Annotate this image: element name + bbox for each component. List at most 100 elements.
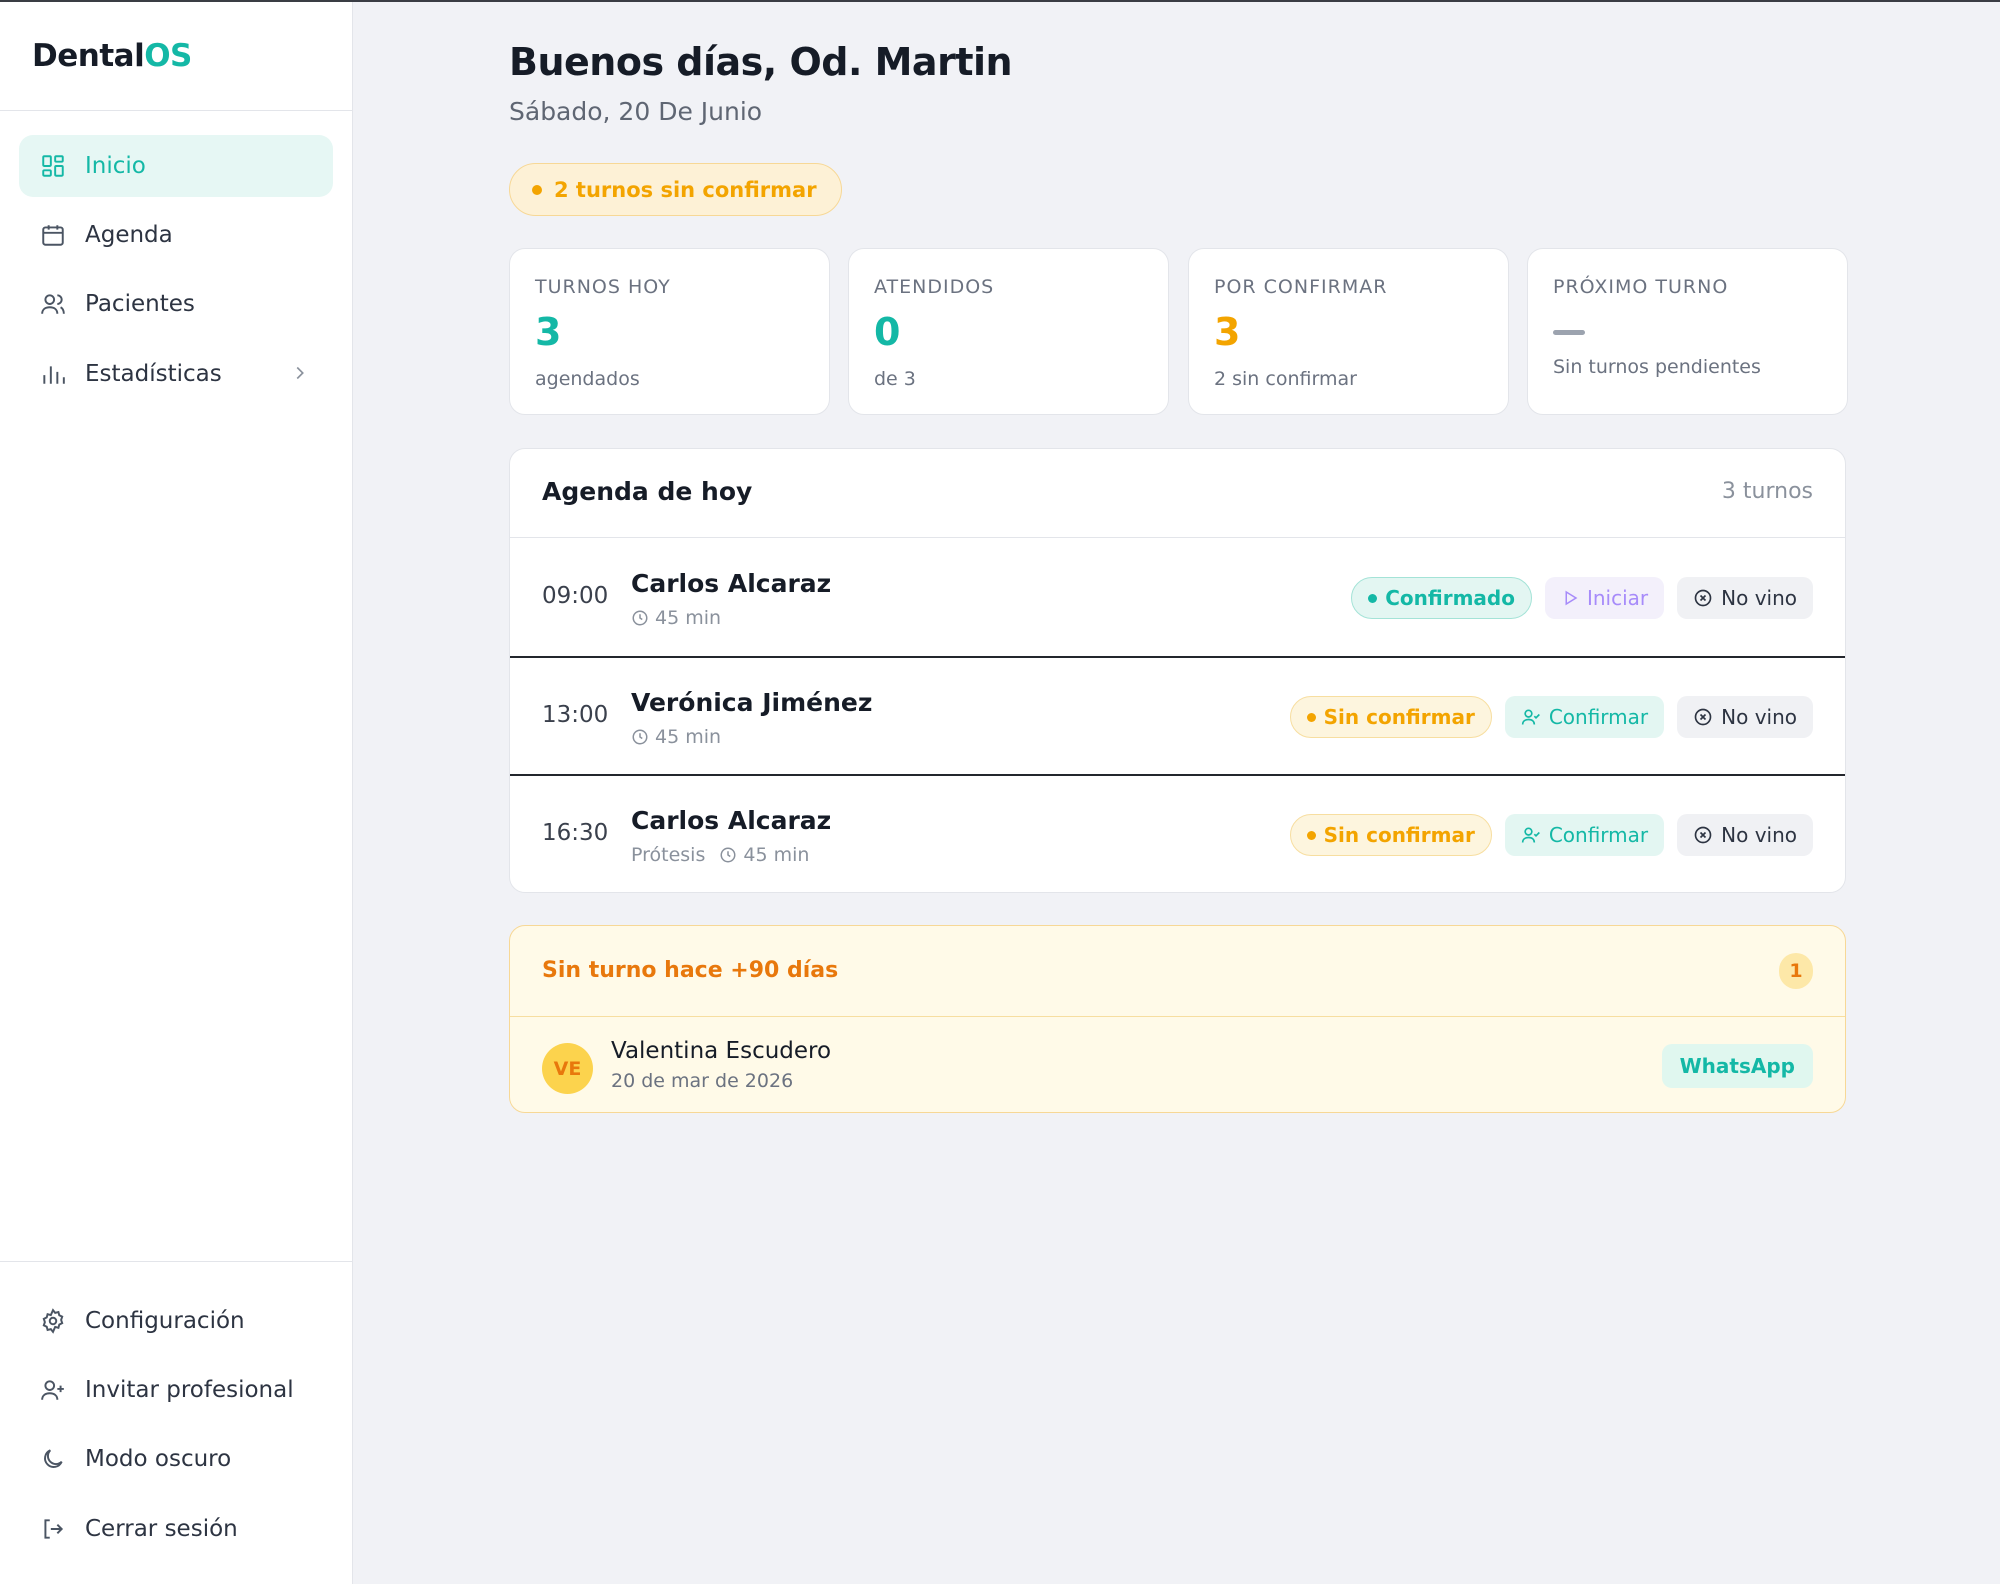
x-circle-icon (1694, 826, 1712, 844)
patient-name[interactable]: Valentina Escudero (611, 1038, 832, 1064)
appointment-time: 16:30 (542, 820, 609, 846)
agenda-count: 3 turnos (1721, 479, 1813, 504)
inactive-count-badge: 1 (1779, 953, 1813, 989)
appointment-actions: Sin confirmar Confirmar No vino (1289, 814, 1813, 856)
whatsapp-button[interactable]: WhatsApp (1661, 1044, 1813, 1088)
agenda-card: Agenda de hoy 3 turnos 09:00 Carlos Alca… (509, 448, 1846, 893)
inactive-patients-header: Sin turno hace +90 días 1 (510, 926, 1845, 1017)
stat-card-turnos-hoy: TURNOS HOY 3 agendados (509, 248, 830, 415)
sidebar-item-configuracion[interactable]: Configuración (19, 1290, 333, 1352)
chevron-right-icon (289, 362, 313, 386)
sidebar-item-estadisticas[interactable]: Estadísticas (19, 343, 333, 405)
sidebar-item-label: Invitar profesional (85, 1377, 294, 1403)
appointment-row[interactable]: 16:30 Carlos Alcaraz Prótesis 45 min Sin… (510, 774, 1845, 892)
sidebar-item-label: Configuración (85, 1308, 245, 1334)
sidebar-divider (0, 110, 353, 111)
appointment-row[interactable]: 13:00 Verónica Jiménez 45 min Sin confir… (510, 656, 1845, 774)
current-date: Sábado, 20 De Junio (509, 97, 763, 126)
gear-icon (39, 1307, 67, 1335)
status-badge: Sin confirmar (1289, 814, 1492, 856)
clock-icon (632, 729, 648, 745)
play-icon (1565, 590, 1578, 606)
stat-value: 3 (535, 310, 562, 354)
no-show-button[interactable]: No vino (1677, 696, 1813, 738)
status-dot (1306, 831, 1316, 840)
sidebar-item-label: Inicio (85, 153, 146, 179)
status-dot (1306, 713, 1316, 722)
stat-label: ATENDIDOS (874, 276, 995, 298)
stat-value: 3 (1214, 310, 1241, 354)
stat-label: POR CONFIRMAR (1214, 276, 1388, 298)
stat-value-empty-dash (1553, 330, 1585, 335)
inactive-patients-card: Sin turno hace +90 días 1 VE Valentina E… (509, 925, 1846, 1113)
calendar-icon (39, 221, 67, 249)
start-button[interactable]: Iniciar (1544, 577, 1665, 619)
x-circle-icon (1694, 589, 1712, 607)
agenda-title: Agenda de hoy (542, 477, 753, 506)
sidebar-item-invitar[interactable]: Invitar profesional (19, 1359, 333, 1421)
stat-subtext: agendados (535, 368, 640, 390)
sidebar-item-agenda[interactable]: Agenda (19, 204, 333, 266)
stat-value: 0 (874, 310, 901, 354)
logout-icon (39, 1515, 67, 1543)
confirm-button[interactable]: Confirmar (1504, 696, 1665, 738)
sidebar-item-label: Agenda (85, 222, 173, 248)
appointment-row[interactable]: 09:00 Carlos Alcaraz 45 min Confirmado I… (510, 539, 1845, 657)
stat-label: TURNOS HOY (535, 276, 671, 298)
inactive-patients-title: Sin turno hace +90 días (542, 958, 839, 983)
stat-card-proximo-turno: PRÓXIMO TURNO Sin turnos pendientes (1527, 248, 1848, 415)
no-show-button[interactable]: No vino (1677, 577, 1813, 619)
clock-icon (720, 847, 736, 863)
appointment-meta: 45 min (631, 607, 721, 629)
confirm-button[interactable]: Confirmar (1504, 814, 1665, 856)
users-icon (39, 290, 67, 318)
appointment-duration: 45 min (743, 844, 810, 866)
patient-name[interactable]: Verónica Jiménez (631, 688, 873, 717)
pending-confirmations-badge[interactable]: 2 turnos sin confirmar (509, 163, 842, 216)
appointment-meta: 45 min (631, 726, 721, 748)
no-show-button[interactable]: No vino (1677, 814, 1813, 856)
status-badge: Confirmado (1351, 577, 1532, 619)
appointment-duration: 45 min (655, 726, 722, 748)
status-dot (532, 185, 542, 195)
stat-card-por-confirmar: POR CONFIRMAR 3 2 sin confirmar (1188, 248, 1509, 415)
clock-icon (632, 610, 648, 626)
sidebar-item-inicio[interactable]: Inicio (19, 135, 333, 197)
user-check-icon (1521, 827, 1540, 843)
avatar: VE (542, 1043, 593, 1094)
appointment-procedure: Prótesis (631, 844, 706, 866)
sidebar-item-label: Pacientes (85, 291, 195, 317)
appointment-meta: Prótesis 45 min (631, 844, 809, 866)
sidebar-item-label: Modo oscuro (85, 1446, 232, 1472)
appointment-duration: 45 min (655, 607, 722, 629)
sidebar-item-pacientes[interactable]: Pacientes (19, 273, 333, 335)
status-badge: Sin confirmar (1289, 696, 1492, 738)
sidebar-item-label: Cerrar sesión (85, 1516, 238, 1542)
appointment-time: 13:00 (542, 702, 609, 728)
patient-name[interactable]: Carlos Alcaraz (631, 806, 832, 835)
sidebar-item-label: Estadísticas (85, 361, 222, 387)
stat-subtext: 2 sin confirmar (1214, 368, 1357, 390)
stat-subtext: Sin turnos pendientes (1553, 356, 1761, 378)
status-dot (1368, 594, 1378, 603)
last-visit-date: 20 de mar de 2026 (611, 1070, 794, 1092)
sidebar-item-cerrar-sesion[interactable]: Cerrar sesión (19, 1498, 333, 1560)
user-plus-icon (39, 1376, 67, 1404)
page-title: Buenos días, Od. Martin (509, 40, 1013, 84)
appointment-actions: Confirmado Iniciar No vino (1351, 577, 1813, 619)
x-circle-icon (1694, 708, 1712, 726)
appointment-time: 09:00 (542, 583, 609, 609)
stat-label: PRÓXIMO TURNO (1553, 276, 1729, 298)
app-logo[interactable]: DentalOS (32, 38, 192, 74)
moon-icon (39, 1445, 67, 1473)
bar-chart-icon (39, 360, 67, 388)
sidebar-divider (0, 1261, 353, 1262)
window-top-border (0, 0, 2000, 2)
stat-card-atendidos: ATENDIDOS 0 de 3 (848, 248, 1169, 415)
user-check-icon (1521, 709, 1540, 725)
patient-name[interactable]: Carlos Alcaraz (631, 569, 832, 598)
appointment-actions: Sin confirmar Confirmar No vino (1289, 696, 1813, 738)
sidebar-item-modo-oscuro[interactable]: Modo oscuro (19, 1428, 333, 1490)
dashboard-icon (39, 152, 67, 180)
stat-subtext: de 3 (874, 368, 916, 390)
